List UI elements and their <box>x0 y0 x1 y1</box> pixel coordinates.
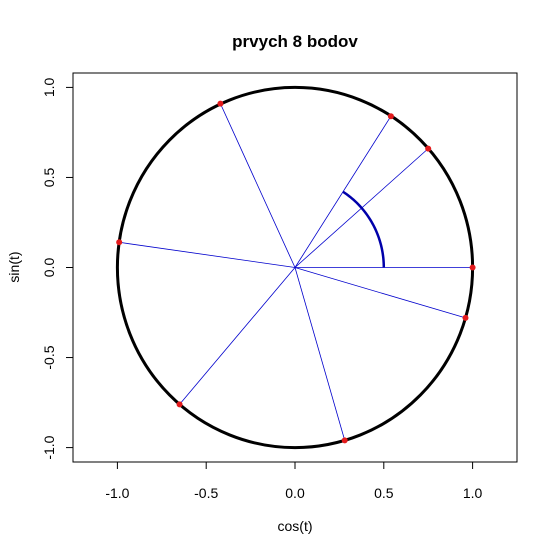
chart-title: prvych 8 bodov <box>232 32 358 51</box>
y-axis: -1.0 -0.5 0.0 0.5 1.0 <box>41 77 74 460</box>
data-point <box>217 100 224 107</box>
y-tick-label: -0.5 <box>41 345 57 369</box>
x-axis: -1.0 -0.5 0.0 0.5 1.0 <box>105 461 483 501</box>
y-tick-label: -1.0 <box>41 435 57 459</box>
ray-line <box>220 103 296 268</box>
x-tick-label: 0.0 <box>285 485 305 501</box>
x-tick-label: 1.0 <box>463 485 483 501</box>
x-tick-label: 0.5 <box>374 485 394 501</box>
plot-area <box>115 85 476 450</box>
data-point <box>462 314 469 321</box>
ray-line <box>119 241 296 268</box>
ray-line <box>179 267 296 405</box>
data-point <box>425 145 432 152</box>
data-point <box>387 113 394 120</box>
data-point <box>469 264 476 271</box>
ray-line <box>294 267 346 441</box>
y-axis-label: sin(t) <box>6 251 22 282</box>
ray-line <box>294 267 466 319</box>
data-point <box>116 239 123 246</box>
angle-arc <box>342 190 386 268</box>
data-point <box>176 401 183 408</box>
y-tick-label: 0.0 <box>41 258 57 278</box>
data-point <box>341 437 348 444</box>
x-axis-label: cos(t) <box>278 518 313 534</box>
y-tick-label: 1.0 <box>41 77 57 97</box>
x-tick-label: -0.5 <box>194 485 218 501</box>
x-tick-label: -1.0 <box>105 485 129 501</box>
y-tick-label: 0.5 <box>41 168 57 188</box>
